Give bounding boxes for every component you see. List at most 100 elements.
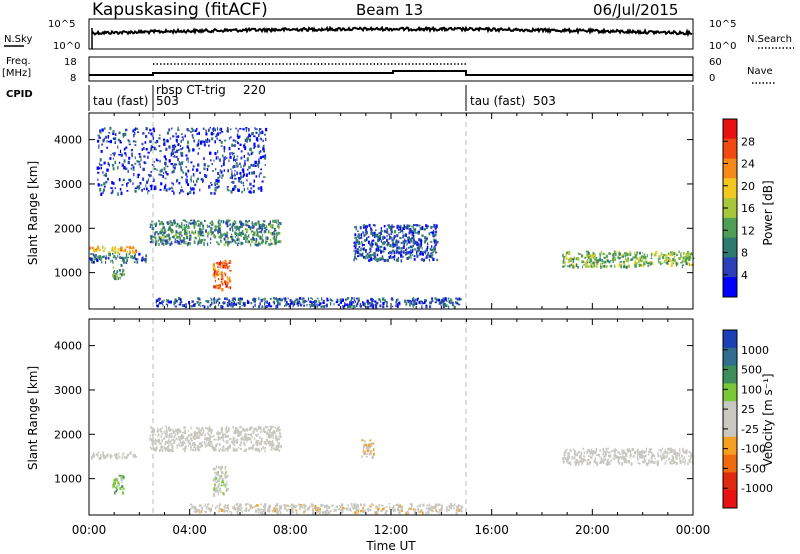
data-cell — [657, 454, 660, 458]
data-cell — [428, 232, 431, 236]
data-cell — [589, 452, 591, 455]
data-cell — [231, 305, 234, 308]
data-cell — [235, 140, 237, 143]
data-cell — [158, 219, 160, 223]
data-cell — [140, 158, 142, 162]
data-cell — [612, 261, 614, 263]
data-cell — [276, 438, 279, 441]
data-cell — [434, 226, 436, 229]
data-cell — [197, 132, 199, 135]
data-cell — [207, 504, 209, 507]
data-cell — [260, 437, 263, 441]
data-cell — [589, 258, 592, 262]
nsearch-tick-bottom: 10^0 — [709, 41, 736, 52]
data-cell — [260, 508, 263, 511]
data-cell — [219, 436, 221, 440]
data-cell — [118, 178, 121, 182]
data-cell — [134, 156, 136, 160]
data-cell — [278, 441, 281, 444]
data-cell — [372, 253, 374, 256]
colorbar-segment — [723, 472, 737, 491]
data-cell — [669, 259, 672, 263]
data-cell — [150, 448, 153, 451]
data-cell — [412, 232, 415, 235]
data-cell — [435, 503, 437, 506]
data-cell — [248, 171, 251, 175]
data-cell — [578, 462, 580, 466]
data-cell — [208, 225, 211, 228]
data-cell — [108, 251, 111, 254]
data-cell — [301, 506, 304, 509]
data-cell — [103, 185, 106, 188]
data-cell — [380, 227, 382, 230]
data-cell — [324, 510, 327, 514]
data-cell — [428, 251, 430, 254]
data-cell — [587, 253, 589, 256]
data-cell — [251, 230, 254, 233]
data-cell — [244, 234, 247, 237]
data-cell — [233, 157, 235, 161]
data-cell — [207, 305, 209, 309]
data-cell — [175, 437, 178, 440]
data-cell — [392, 225, 395, 228]
data-cell — [580, 455, 582, 458]
data-cell — [204, 503, 206, 507]
data-cell — [650, 260, 652, 263]
data-cell — [259, 172, 262, 175]
data-cell — [151, 220, 154, 223]
data-cell — [102, 190, 104, 194]
data-cell — [89, 247, 91, 250]
data-cell — [209, 509, 212, 513]
data-cell — [214, 438, 217, 441]
data-cell — [614, 448, 617, 452]
data-cell — [163, 167, 166, 171]
data-cell — [397, 228, 400, 231]
data-cell — [132, 250, 135, 254]
data-cell — [275, 436, 277, 440]
data-cell — [227, 448, 229, 452]
data-cell — [214, 275, 216, 279]
data-cell — [294, 505, 297, 509]
data-cell — [361, 243, 364, 247]
data-cell — [261, 511, 264, 515]
data-cell — [212, 468, 216, 471]
data-cell — [208, 425, 211, 428]
data-cell — [618, 257, 621, 260]
data-cell — [157, 239, 159, 242]
data-cell — [122, 134, 124, 138]
data-cell — [138, 252, 141, 256]
data-cell — [130, 255, 132, 259]
data-cell — [348, 304, 351, 307]
data-cell — [218, 286, 221, 289]
data-cell — [223, 272, 225, 275]
data-cell — [365, 455, 368, 458]
data-cell — [267, 440, 270, 444]
data-cell — [197, 139, 200, 142]
data-cell — [380, 509, 383, 512]
data-cell — [134, 187, 137, 189]
data-cell — [563, 457, 566, 459]
data-cell — [404, 254, 407, 256]
data-cell — [254, 160, 257, 164]
data-cell — [407, 224, 411, 228]
data-cell — [176, 235, 179, 238]
data-cell — [194, 129, 197, 132]
data-cell — [150, 235, 153, 238]
data-cell — [180, 169, 183, 172]
data-cell — [376, 233, 379, 237]
data-cell — [604, 451, 607, 453]
data-cell — [221, 508, 224, 512]
data-cell — [369, 254, 372, 257]
data-cell — [361, 439, 364, 442]
data-cell — [186, 437, 188, 440]
data-cell — [274, 504, 276, 507]
data-cell — [396, 241, 398, 244]
data-cell — [248, 225, 251, 229]
data-cell — [111, 163, 114, 167]
data-cell — [168, 426, 171, 429]
data-cell — [192, 436, 195, 439]
data-cell — [176, 180, 178, 183]
data-cell — [261, 130, 264, 135]
data-cell — [243, 509, 246, 512]
data-cell — [120, 476, 123, 479]
